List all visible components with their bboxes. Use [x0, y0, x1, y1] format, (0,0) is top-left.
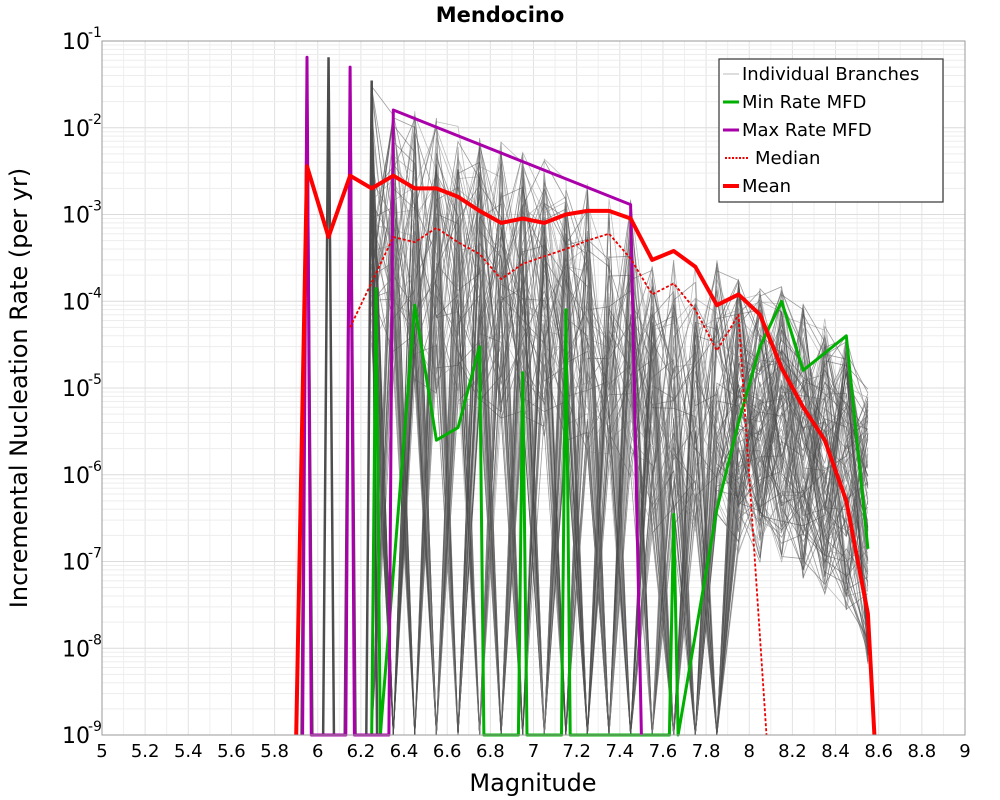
svg-text:-4: -4	[88, 285, 102, 301]
x-tick-label: 6.4	[390, 741, 419, 762]
branch-line	[371, 142, 869, 736]
series-layer	[294, 55, 877, 737]
legend-box	[718, 58, 944, 203]
y-tick-label: 10-4	[62, 285, 102, 315]
y-tick-label: 10-2	[62, 112, 102, 142]
svg-text:-8: -8	[88, 632, 102, 648]
svg-text:-7: -7	[88, 546, 102, 562]
svg-text:-2: -2	[88, 112, 102, 128]
legend-item: Median	[725, 148, 820, 169]
legend-item: Max Rate MFD	[723, 120, 872, 141]
svg-text:10: 10	[62, 551, 90, 576]
svg-text:10: 10	[62, 290, 90, 315]
chart-title: Mendocino	[436, 3, 565, 27]
legend-label: Max Rate MFD	[742, 120, 872, 141]
y-tick-label: 10-1	[62, 25, 102, 55]
branch-line	[371, 169, 869, 736]
x-tick-label: 7.6	[649, 741, 678, 762]
x-tick-label: 5.6	[217, 741, 246, 762]
y-tick-label: 10-8	[62, 632, 102, 662]
series-min-rate-mfd	[370, 287, 870, 737]
legend-label: Median	[755, 148, 820, 169]
series-max-rate-mfd	[301, 55, 643, 737]
branch-spike	[321, 57, 336, 736]
svg-text:-6: -6	[88, 459, 102, 475]
legend: Individual Branches Min Rate MFD Max Rate …	[718, 58, 944, 203]
x-tick-label: 5.8	[260, 741, 289, 762]
x-tick-label: 6	[312, 741, 323, 762]
svg-text:10: 10	[62, 724, 90, 749]
legend-item: Individual Branches	[723, 64, 919, 85]
svg-text:10: 10	[62, 637, 90, 662]
y-tick-label: 10-6	[62, 459, 102, 489]
svg-text:10: 10	[62, 30, 90, 55]
x-axis-ticks: 5 5.2 5.4 5.6 5.8 6 6.2 6.4 6.6 6.8 7 7.2 7.4 7.6 7.8 8…	[96, 741, 970, 762]
x-tick-label: 8.6	[864, 741, 893, 762]
y-tick-label: 10-9	[62, 719, 102, 749]
svg-text:-1: -1	[88, 25, 102, 41]
x-tick-label: 8.8	[908, 741, 937, 762]
x-tick-label: 7.8	[692, 741, 721, 762]
x-tick-label: 7.4	[605, 741, 634, 762]
x-tick-label: 8.2	[778, 741, 807, 762]
svg-text:10: 10	[62, 464, 90, 489]
legend-item: Min Rate MFD	[723, 92, 866, 113]
legend-label: Mean	[742, 176, 791, 197]
x-tick-label: 8.4	[821, 741, 850, 762]
legend-label: Individual Branches	[742, 64, 919, 85]
x-tick-label: 7	[528, 741, 539, 762]
series-median	[349, 227, 768, 736]
x-tick-label: 7.2	[562, 741, 591, 762]
y-tick-label: 10-3	[62, 199, 102, 229]
x-tick-label: 6.6	[433, 741, 462, 762]
x-tick-label: 5.4	[174, 741, 203, 762]
svg-text:-9: -9	[88, 719, 102, 735]
y-tick-label: 10-7	[62, 546, 102, 576]
y-axis-label: Incremental Nucleation Rate (per yr)	[5, 168, 33, 608]
svg-text:-5: -5	[88, 372, 102, 388]
x-tick-label: 5.2	[131, 741, 160, 762]
y-axis-ticks: 10-910-810-710-610-510-410-310-210-1	[62, 25, 102, 749]
svg-text:10: 10	[62, 204, 90, 229]
svg-text:10: 10	[62, 117, 90, 142]
legend-label: Min Rate MFD	[742, 92, 866, 113]
x-tick-label: 9	[959, 741, 970, 762]
x-tick-label: 8	[744, 741, 755, 762]
plot-frame	[101, 40, 966, 736]
series-mean	[294, 164, 877, 736]
y-tick-label: 10-5	[62, 372, 102, 402]
x-axis-label: Magnitude	[469, 769, 596, 797]
x-tick-label: 5	[96, 741, 107, 762]
x-tick-label: 6.2	[347, 741, 376, 762]
svg-text:-3: -3	[88, 199, 102, 215]
branch-line	[371, 226, 869, 736]
x-tick-label: 6.8	[476, 741, 505, 762]
legend-item: Mean	[723, 176, 791, 197]
svg-text:10: 10	[62, 377, 90, 402]
